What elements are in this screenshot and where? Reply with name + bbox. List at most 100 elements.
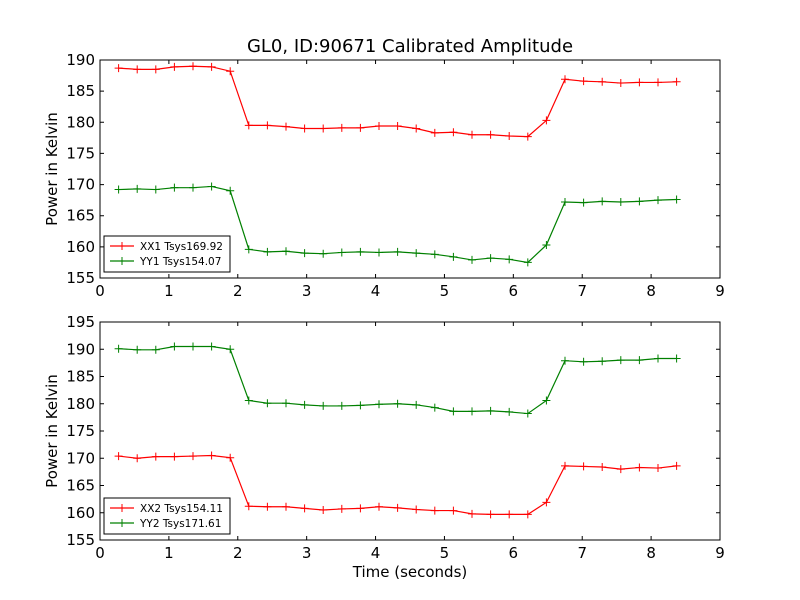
x-tick-label: 7 — [577, 282, 587, 300]
data-point-0-1-21 — [505, 255, 514, 264]
data-point-0-0-17 — [430, 128, 439, 137]
data-point-0-0-22 — [523, 132, 532, 141]
data-point-1-0-28 — [635, 463, 644, 472]
data-point-1-1-9 — [282, 399, 290, 408]
data-point-0-1-7 — [244, 245, 253, 254]
legend-label: YY2 Tsys171.61 — [139, 518, 221, 530]
data-point-1-1-10 — [300, 400, 309, 409]
data-point-1-0-22 — [523, 510, 532, 519]
data-point-0-0-3 — [170, 62, 179, 71]
data-point-0-1-2 — [151, 185, 160, 194]
data-point-1-0-2 — [151, 452, 160, 461]
data-point-1-0-27 — [616, 465, 625, 474]
data-point-0-0-27 — [616, 79, 625, 88]
data-point-0-0-15 — [393, 122, 402, 131]
x-tick-label: 0 — [95, 544, 105, 562]
data-point-0-1-25 — [579, 198, 588, 207]
data-point-1-1-22 — [523, 409, 532, 418]
data-point-1-0-26 — [598, 462, 607, 471]
data-point-1-0-14 — [375, 502, 383, 511]
data-point-1-0-16 — [412, 505, 421, 514]
data-point-0-0-13 — [356, 123, 365, 132]
data-point-1-1-6 — [226, 345, 235, 354]
chart-title: GL0, ID:90671 Calibrated Amplitude — [247, 36, 573, 57]
data-point-1-1-27 — [616, 356, 625, 365]
data-point-0-0-6 — [226, 67, 235, 76]
x-tick-label: 2 — [233, 282, 243, 300]
data-point-0-1-9 — [282, 247, 290, 256]
data-point-1-1-25 — [579, 357, 588, 366]
y-tick-label: 170 — [66, 449, 95, 467]
x-tick-label: 0 — [95, 282, 105, 300]
data-point-1-1-3 — [170, 342, 179, 351]
legend-marker — [118, 519, 126, 527]
legend-marker — [118, 257, 126, 265]
data-point-1-0-18 — [449, 506, 458, 515]
data-point-0-0-28 — [635, 78, 644, 87]
x-tick-label: 2 — [233, 544, 243, 562]
data-point-0-1-5 — [207, 182, 216, 191]
data-point-0-1-15 — [393, 247, 402, 256]
data-point-0-0-5 — [207, 62, 216, 71]
data-point-1-0-11 — [319, 506, 328, 515]
legend-label: XX2 Tsys154.11 — [140, 503, 223, 515]
data-point-0-0-30 — [672, 77, 681, 86]
data-point-0-1-23 — [542, 240, 551, 249]
data-point-1-1-16 — [412, 400, 421, 409]
data-point-1-0-29 — [654, 464, 662, 473]
data-point-1-1-7 — [244, 396, 253, 405]
x-tick-label: 9 — [715, 282, 725, 300]
data-point-1-1-15 — [393, 399, 402, 408]
x-tick-label: 8 — [646, 282, 656, 300]
data-point-0-0-16 — [412, 124, 421, 133]
data-point-0-1-16 — [412, 249, 421, 258]
x-tick-label: 5 — [440, 282, 450, 300]
data-point-1-1-18 — [449, 407, 458, 416]
y-tick-label: 155 — [66, 531, 95, 549]
y-tick-label: 155 — [66, 269, 95, 287]
data-point-1-0-6 — [226, 453, 235, 462]
data-point-0-0-29 — [654, 78, 662, 87]
y-tick-label: 165 — [66, 207, 95, 225]
x-tick-label: 8 — [646, 544, 656, 562]
data-point-1-0-20 — [486, 510, 495, 519]
data-point-0-0-18 — [449, 128, 458, 137]
data-point-0-1-19 — [468, 255, 476, 264]
x-tick-label: 1 — [164, 282, 174, 300]
data-point-1-0-1 — [133, 454, 142, 463]
data-point-1-1-24 — [561, 356, 569, 365]
data-point-1-0-30 — [672, 461, 681, 470]
data-point-0-1-12 — [337, 248, 346, 257]
data-point-0-1-29 — [654, 196, 662, 205]
x-tick-label: 5 — [440, 544, 450, 562]
x-tick-label: 4 — [371, 544, 381, 562]
x-axis-label: Time (seconds) — [352, 563, 468, 581]
data-point-0-0-24 — [561, 75, 569, 84]
plot-frame — [99, 59, 721, 279]
data-point-1-1-14 — [375, 400, 383, 409]
data-point-0-1-18 — [449, 252, 458, 261]
data-point-1-0-17 — [430, 506, 439, 515]
legend-marker — [118, 504, 126, 512]
data-point-0-0-4 — [189, 62, 197, 71]
y-axis-label: Power in Kelvin — [43, 112, 61, 226]
data-point-1-0-23 — [542, 498, 551, 507]
data-point-1-0-25 — [579, 462, 588, 471]
data-point-1-1-26 — [598, 357, 607, 366]
data-point-0-0-1 — [133, 65, 142, 74]
data-point-0-1-22 — [523, 258, 532, 267]
data-point-1-1-4 — [189, 342, 197, 351]
data-point-1-1-21 — [505, 407, 514, 416]
x-tick-label: 6 — [509, 282, 519, 300]
y-tick-label: 190 — [66, 340, 95, 358]
data-point-1-1-29 — [654, 354, 662, 363]
data-point-0-1-6 — [226, 186, 235, 195]
bottom-plot: 0 1 2 3 4 5 6 7 8 9 155 160 165 170 175 180 185 190 195 Pow… — [43, 313, 725, 562]
legend-box — [103, 235, 231, 273]
data-point-0-1-13 — [356, 247, 365, 256]
y-tick-label: 190 — [66, 51, 95, 69]
legend-label: YY1 Tsys154.07 — [139, 256, 221, 268]
y-tick-label: 195 — [66, 313, 95, 331]
data-point-1-0-7 — [244, 502, 253, 511]
data-point-1-0-19 — [468, 509, 476, 518]
